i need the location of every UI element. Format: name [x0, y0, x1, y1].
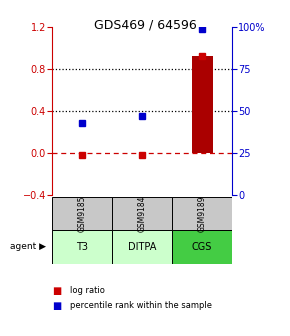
Text: log ratio: log ratio — [70, 286, 104, 295]
Text: T3: T3 — [76, 242, 88, 252]
Text: ■: ■ — [52, 301, 61, 311]
Text: percentile rank within the sample: percentile rank within the sample — [70, 301, 212, 310]
Text: ■: ■ — [52, 286, 61, 296]
Text: CGS: CGS — [192, 242, 212, 252]
Bar — [112, 197, 172, 230]
Text: GSM9185: GSM9185 — [78, 195, 87, 232]
Bar — [172, 230, 232, 264]
Bar — [52, 197, 112, 230]
Text: GDS469 / 64596: GDS469 / 64596 — [94, 18, 196, 32]
Bar — [192, 56, 213, 153]
Bar — [52, 230, 112, 264]
Text: DITPA: DITPA — [128, 242, 156, 252]
Text: GSM9184: GSM9184 — [137, 195, 147, 232]
Text: GSM9189: GSM9189 — [197, 195, 206, 232]
Bar — [112, 230, 172, 264]
Bar — [172, 197, 232, 230]
Text: agent ▶: agent ▶ — [10, 243, 46, 251]
